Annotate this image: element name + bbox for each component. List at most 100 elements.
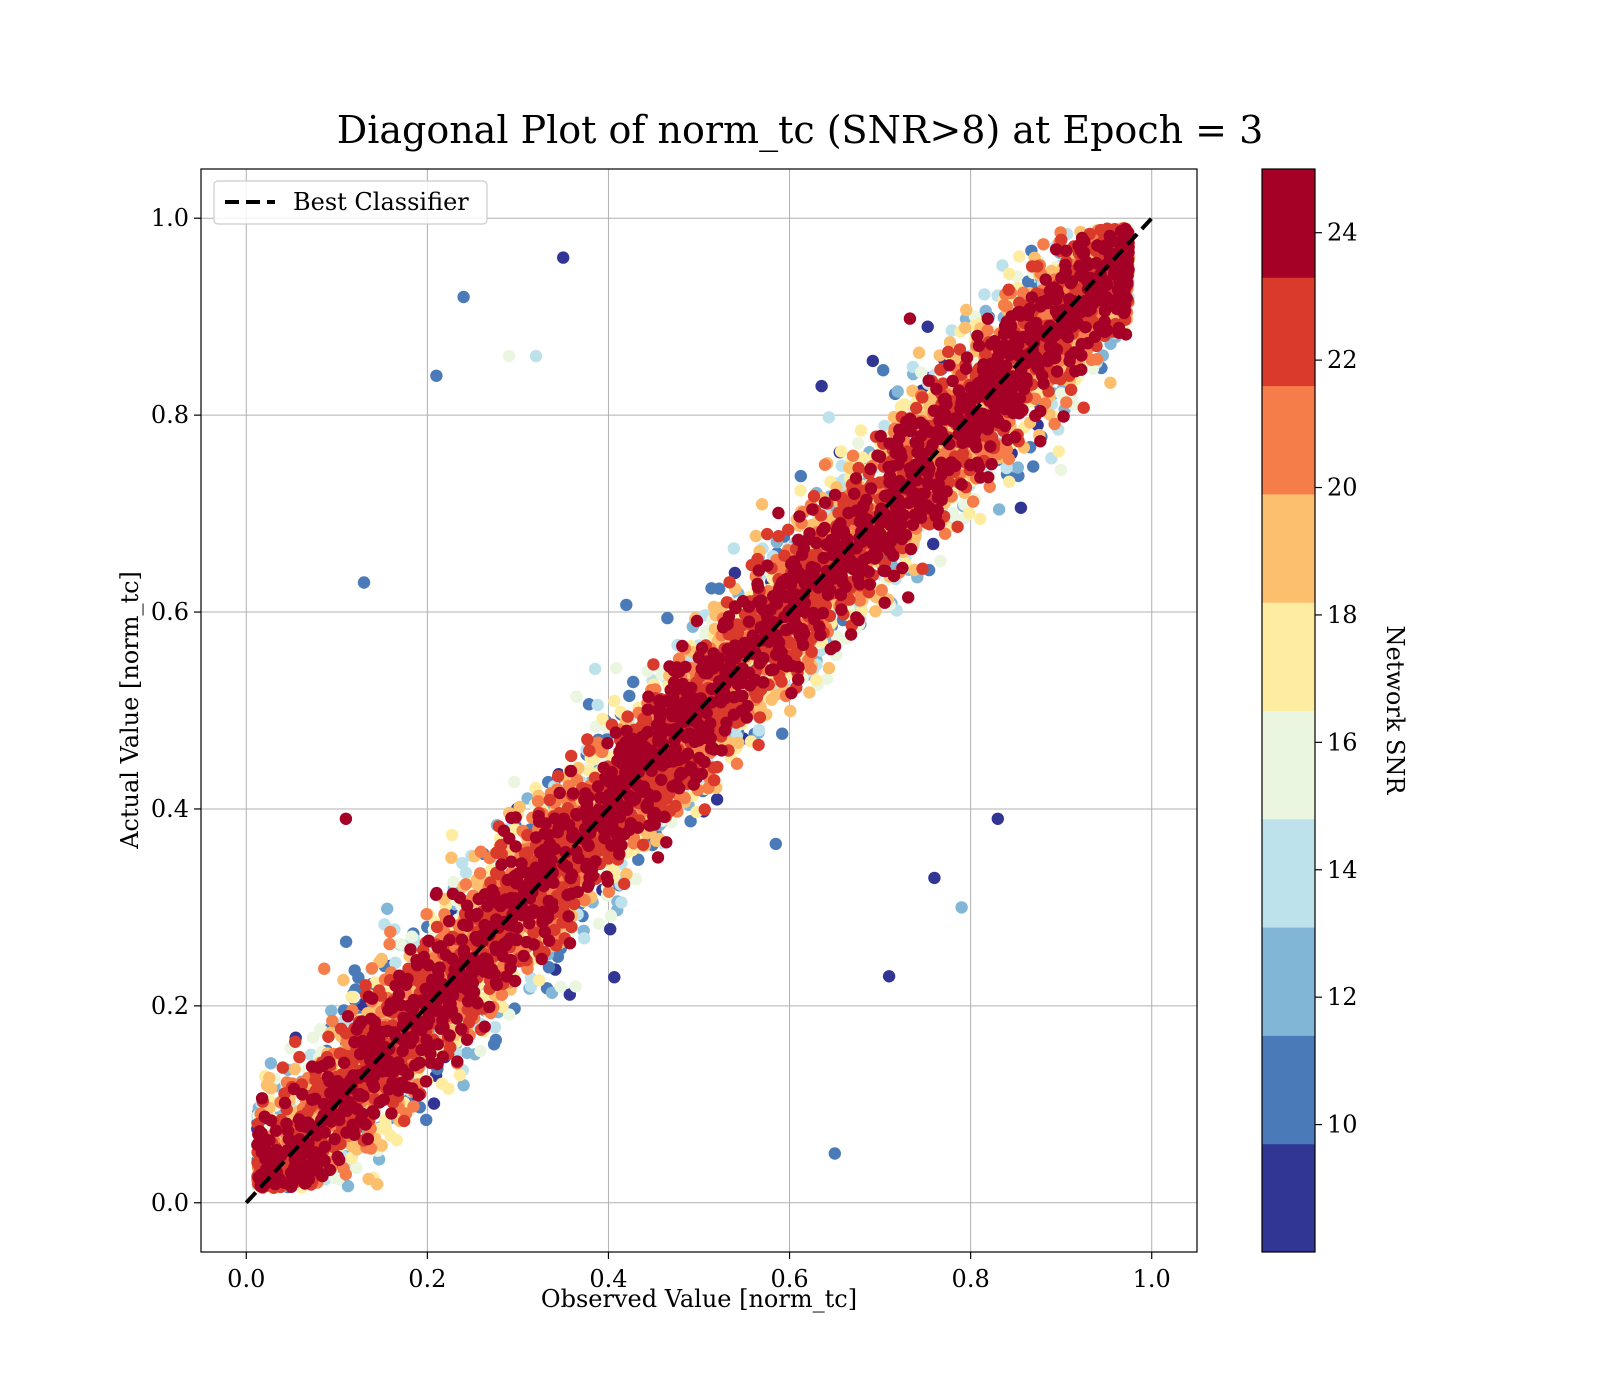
scatter-point xyxy=(992,503,1006,516)
scatter-point xyxy=(457,1079,470,1092)
scatter-point xyxy=(978,288,991,301)
scatter-point xyxy=(375,952,388,966)
scatter-point xyxy=(854,424,868,437)
scatter-point xyxy=(453,1068,467,1082)
scatter-point xyxy=(749,529,763,543)
scatter-point xyxy=(533,974,546,987)
scatter-point xyxy=(260,1079,274,1092)
scatter-point xyxy=(578,932,591,945)
scatter-point xyxy=(822,661,836,675)
scatter-point xyxy=(557,251,570,264)
scatter-point xyxy=(891,385,904,398)
scatter-point xyxy=(456,856,469,870)
scatter-point xyxy=(730,757,744,770)
scatter-point xyxy=(496,1000,509,1013)
scatter-point xyxy=(608,694,621,708)
scatter-point xyxy=(623,689,636,703)
scatter-point xyxy=(713,582,726,595)
scatter-point xyxy=(960,303,973,317)
scatter-point xyxy=(927,537,940,551)
scatter-point xyxy=(371,1178,384,1191)
scatter-point xyxy=(834,445,848,458)
scatter-point xyxy=(710,793,724,806)
scatter-point xyxy=(661,611,674,625)
scatter-point xyxy=(394,937,407,951)
scatter-point xyxy=(306,1031,320,1044)
scatter-point xyxy=(1104,376,1117,389)
scatter-point xyxy=(627,675,640,689)
scatter-point xyxy=(445,828,459,842)
scatter-point xyxy=(488,1020,502,1034)
scatter-point xyxy=(513,800,526,814)
scatter-point xyxy=(934,554,947,568)
scatter-point xyxy=(684,815,697,828)
scatter-point xyxy=(609,661,623,675)
scatter-point xyxy=(732,736,745,749)
scatter-point xyxy=(430,369,443,382)
scatter-point xyxy=(459,866,473,879)
scatter-point xyxy=(384,1129,397,1142)
scatter-point xyxy=(1013,250,1026,263)
scatter-point xyxy=(502,349,516,363)
scatter-point xyxy=(991,812,1004,825)
scatter-point xyxy=(818,458,832,471)
scatter-point xyxy=(1002,475,1016,488)
scatter-point xyxy=(794,484,807,497)
scatter-point xyxy=(894,400,908,413)
scatter-point xyxy=(728,566,742,580)
scatter-point xyxy=(339,935,353,948)
scatter-point xyxy=(442,1082,455,1095)
scatter-point xyxy=(545,986,559,999)
scatter-point xyxy=(843,461,856,475)
scatter-point xyxy=(1054,463,1068,477)
scatter-point xyxy=(828,1147,841,1160)
scatter-point xyxy=(869,605,882,618)
scatter-point xyxy=(592,917,606,930)
scatter-point xyxy=(877,364,890,377)
scatter-point xyxy=(794,469,807,483)
scatter-point xyxy=(420,1113,433,1127)
scatter-point xyxy=(974,512,987,526)
scatter-point xyxy=(765,693,778,706)
scatter-point xyxy=(405,930,419,943)
scatter-point xyxy=(963,507,976,520)
scatter-point xyxy=(912,346,926,359)
scatter-point xyxy=(345,990,358,1004)
scatter-point xyxy=(921,320,934,333)
scatter-point xyxy=(769,837,782,851)
scatter-point xyxy=(620,867,633,881)
scatter-point xyxy=(755,498,769,511)
scatter-point xyxy=(852,437,865,450)
scatter-point xyxy=(447,875,460,889)
scatter-point xyxy=(357,576,371,589)
scatter-point xyxy=(474,1044,487,1058)
scatter-point xyxy=(1027,460,1040,473)
scatter-point xyxy=(620,598,633,612)
scatter-point xyxy=(615,896,628,909)
scatter-point xyxy=(569,980,582,993)
scatter-point xyxy=(915,366,928,379)
scatter-point xyxy=(570,690,583,703)
scatter-point xyxy=(803,686,816,699)
scatter-point xyxy=(629,872,643,886)
scatter-point xyxy=(958,321,972,334)
scatter-point xyxy=(529,349,543,363)
scatter-point xyxy=(508,775,521,789)
scatter-point xyxy=(815,379,828,393)
scatter-point xyxy=(389,956,402,969)
scatter-point xyxy=(856,451,869,464)
scatter-point xyxy=(996,259,1009,272)
scatter-point xyxy=(943,336,957,349)
scatter-point xyxy=(264,1057,278,1070)
scatter-point xyxy=(727,542,740,555)
scatter-point xyxy=(1052,445,1066,458)
scatter-point xyxy=(752,723,766,737)
scatter-point xyxy=(350,1161,363,1175)
scatter-point xyxy=(882,970,896,983)
scatter-point xyxy=(604,909,617,922)
scatter-point xyxy=(810,673,823,687)
scatter-point xyxy=(776,727,789,740)
chart-title: Diagonal Plot of norm_tc (SNR>8) at Epoc… xyxy=(337,108,1264,153)
scatter-point xyxy=(820,672,834,686)
